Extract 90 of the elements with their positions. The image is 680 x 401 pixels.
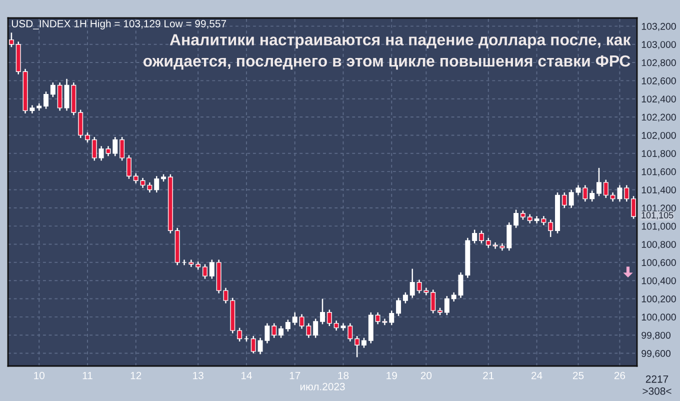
candlestick: [250, 335, 256, 354]
y-tick-label: 100,600: [642, 259, 676, 268]
candlestick: [326, 309, 332, 327]
candlestick: [582, 184, 588, 202]
candlestick: [596, 167, 602, 197]
y-tick-label: 101,600: [642, 168, 676, 176]
candlestick: [478, 230, 484, 244]
x-tick-label: 11: [82, 372, 92, 380]
y-tick-label: 100,400: [642, 277, 676, 286]
candlestick: [78, 109, 84, 139]
candlestick: [278, 325, 284, 338]
candlestick: [202, 264, 208, 280]
candlestick: [410, 268, 415, 298]
y-tick-label: 102,600: [642, 77, 676, 86]
candlestick: [430, 289, 436, 314]
candlestick: [361, 337, 366, 348]
x-tick-label: 25: [572, 372, 584, 380]
y-tick-label: 100,200: [642, 295, 676, 304]
x-tick-label: 26: [614, 372, 626, 380]
y-tick-label: 102,400: [642, 96, 676, 104]
y-tick-label: 103,000: [642, 41, 676, 50]
candlestick: [348, 322, 353, 342]
candlestick: [57, 82, 62, 112]
candlestick: [292, 312, 298, 326]
y-tick-label: 99,800: [642, 332, 671, 340]
candlestick: [548, 219, 554, 238]
y-tick-label: 99,600: [642, 350, 671, 358]
candlestick: [472, 229, 478, 244]
candlestick: [520, 210, 526, 220]
y-tick-label: 103,200: [642, 22, 676, 31]
candlestick: [354, 335, 360, 358]
x-axis-title: июл.2023: [300, 382, 345, 390]
candlestick: [389, 310, 394, 326]
candlestick: [44, 90, 49, 110]
candlestick: [8, 32, 14, 48]
text: 101,105: [642, 212, 674, 220]
x-tick-label: 12: [130, 372, 142, 380]
x-tick-label: 20: [420, 372, 432, 380]
candlestick: [154, 175, 160, 194]
candlestick: [313, 318, 318, 338]
candlestick: [396, 297, 402, 317]
candlestick: [458, 272, 464, 298]
candlestick: [603, 179, 608, 199]
y-tick-label: 102,200: [642, 114, 676, 122]
candlestick: [50, 82, 56, 98]
x-tick-label: 18: [338, 372, 349, 380]
y-tick-label: 100,800: [642, 240, 676, 250]
text: 2217: [646, 375, 668, 383]
x-tick-label: 10: [34, 372, 44, 380]
candlestick: [209, 259, 214, 280]
candlestick: [64, 78, 70, 112]
candlestick: [562, 192, 567, 209]
candlestick: [576, 184, 581, 196]
text: Аналитики настраиваются на падение доллара после, как ожидается, последнего в этом цикле повышения ставки ФРС: [143, 34, 631, 70]
chart-subtitle: USD_INDEX 1H High = 103,129 Low = 99,557: [12, 20, 226, 30]
candlestick: [527, 214, 532, 224]
candlestick: [272, 322, 277, 338]
candlestick: [506, 222, 512, 252]
text: >308<: [642, 387, 672, 395]
y-tick-label: 100,000: [642, 314, 676, 322]
y-tick-label: 102,000: [642, 132, 676, 140]
candlestick: [402, 292, 408, 304]
x-tick-label: 13: [193, 372, 204, 380]
y-tick-label: 101,000: [642, 222, 676, 231]
y-tick-label: 101,200: [642, 204, 676, 213]
y-tick-label: 101,800: [642, 150, 676, 158]
x-tick-label: 21: [483, 372, 494, 380]
candlestick: [84, 132, 90, 144]
candlestick: [92, 136, 97, 162]
candlestick: [486, 237, 491, 249]
candlestick: [568, 189, 574, 209]
candlestick: [120, 136, 125, 162]
x-tick-label: 19: [386, 372, 397, 380]
candlestick: [285, 319, 290, 332]
candlestick: [237, 327, 242, 342]
x-tick-label: 24: [532, 372, 542, 380]
y-tick-label: 101,400: [642, 186, 676, 194]
candlestick: [320, 298, 325, 325]
candlestick: [126, 154, 132, 180]
candlestick: [514, 209, 519, 229]
candlestick: [451, 292, 456, 302]
candlestick: [590, 190, 595, 202]
candlestick: [133, 172, 138, 184]
candlestick: [624, 184, 630, 202]
candlestick: [444, 295, 450, 316]
x-tick-label: 14: [241, 372, 252, 380]
x-tick-label: 17: [290, 372, 300, 380]
candlestick: [112, 136, 118, 157]
y-tick-label: 102,800: [642, 59, 676, 68]
candlestick: [631, 195, 636, 220]
